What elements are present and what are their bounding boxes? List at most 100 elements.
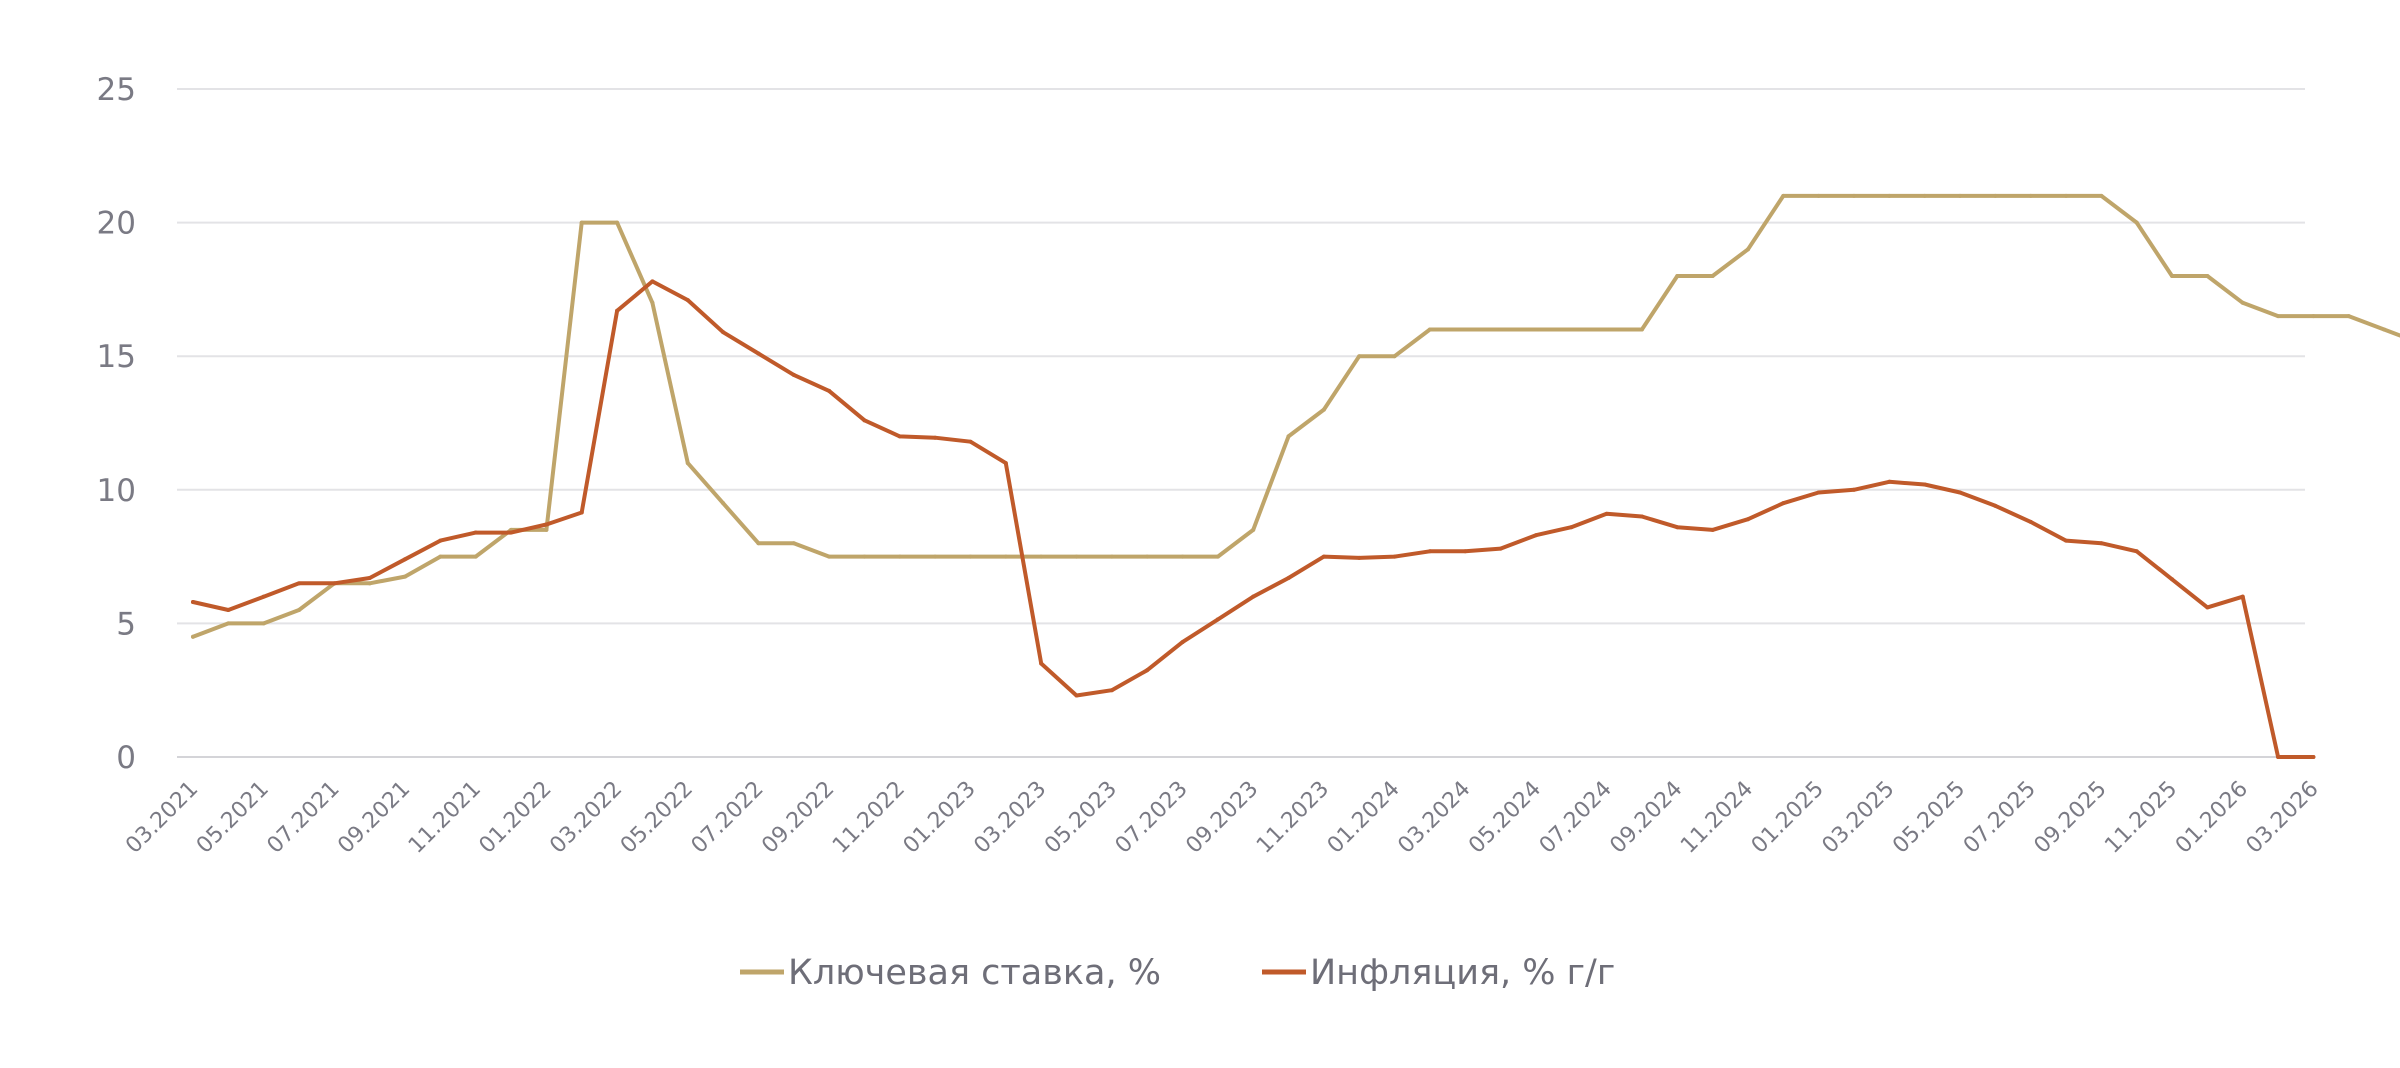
data-point <box>1357 555 1362 560</box>
data-point <box>2099 541 2104 546</box>
data-point <box>1321 407 1326 412</box>
x-tick-label: 01.2022 <box>475 777 557 859</box>
data-point <box>403 557 408 562</box>
data-point <box>1816 193 1821 198</box>
data-point <box>2170 274 2175 279</box>
data-point <box>191 634 195 639</box>
data-point <box>297 581 302 586</box>
x-tick-label: 09.2023 <box>1181 777 1263 859</box>
x-tick-label: 01.2026 <box>2171 777 2253 859</box>
data-point <box>650 279 655 284</box>
data-point <box>721 501 726 506</box>
data-point <box>1922 482 1927 487</box>
data-point <box>933 554 938 559</box>
data-point <box>2134 220 2139 225</box>
data-point <box>1639 327 1644 332</box>
data-point <box>1392 554 1397 559</box>
data-point <box>2134 549 2139 554</box>
data-point <box>2382 327 2387 332</box>
x-tick-label: 01.2024 <box>1323 777 1405 859</box>
x-tick-label: 05.2025 <box>1888 777 1970 859</box>
data-point <box>2205 605 2210 610</box>
x-tick-label: 05.2022 <box>616 777 698 859</box>
data-point <box>615 220 620 225</box>
data-point <box>827 554 832 559</box>
x-tick-label: 01.2023 <box>899 777 981 859</box>
data-point <box>438 538 443 543</box>
series-points-1 <box>191 193 2387 639</box>
data-point <box>1745 517 1750 522</box>
data-point <box>2028 193 2033 198</box>
y-axis-ticks: 0 5 10 15 20 25 <box>97 72 136 776</box>
data-point <box>2028 519 2033 524</box>
data-point <box>827 388 832 393</box>
legend: Ключевая ставка, % Инфляция, % г/г <box>740 953 1615 993</box>
data-point <box>1215 617 1220 622</box>
data-point <box>897 554 902 559</box>
x-tick-label: 03.2022 <box>545 777 627 859</box>
data-point <box>226 608 231 613</box>
data-point <box>1463 549 1468 554</box>
x-tick-label: 01.2025 <box>1747 777 1829 859</box>
data-point <box>1251 527 1256 532</box>
data-point <box>1675 274 1680 279</box>
series-lines <box>191 193 2400 759</box>
data-point <box>1074 693 1079 698</box>
data-point <box>403 574 408 579</box>
data-point <box>579 220 584 225</box>
data-point <box>650 300 655 305</box>
x-tick-label: 05.2024 <box>1464 777 1546 859</box>
data-point <box>1321 554 1326 559</box>
data-point <box>1251 594 1256 599</box>
data-point <box>1109 554 1114 559</box>
x-tick-label: 11.2025 <box>2100 777 2182 859</box>
data-point <box>1887 479 1892 484</box>
data-point <box>1109 688 1114 693</box>
data-point <box>2099 193 2104 198</box>
data-point <box>1392 354 1397 359</box>
data-point <box>473 554 478 559</box>
data-point <box>791 541 796 546</box>
series-line-2 <box>191 279 2316 759</box>
data-point <box>685 298 690 303</box>
data-point <box>1675 525 1680 530</box>
data-point <box>1145 554 1150 559</box>
y-tick-label: 5 <box>116 606 136 642</box>
data-point <box>1463 327 1468 332</box>
x-tick-label: 05.2023 <box>1040 777 1122 859</box>
data-point <box>1958 193 1962 198</box>
grid-lines <box>177 88 2305 758</box>
data-point <box>1145 668 1150 673</box>
data-point <box>332 581 337 586</box>
x-tick-label: 07.2023 <box>1111 777 1193 859</box>
data-point <box>297 608 302 613</box>
data-point <box>509 530 514 535</box>
data-point <box>367 581 372 586</box>
data-point <box>544 522 549 527</box>
data-point <box>2064 538 2069 543</box>
x-tick-label: 07.2024 <box>1535 777 1617 859</box>
data-point <box>968 439 973 444</box>
series-line-1 <box>191 193 2400 639</box>
data-point <box>756 541 761 546</box>
data-point <box>1180 640 1185 645</box>
data-point <box>1427 327 1432 332</box>
data-point <box>1710 274 1715 279</box>
x-tick-label: 11.2022 <box>828 777 910 859</box>
x-tick-label: 03.2021 <box>121 777 203 859</box>
data-point <box>685 461 690 466</box>
data-point <box>756 351 761 356</box>
x-tick-label: 03.2026 <box>2242 777 2324 859</box>
data-point <box>1533 327 1538 332</box>
data-point <box>2276 755 2281 759</box>
y-tick-label: 20 <box>97 206 136 242</box>
data-point <box>1922 193 1927 198</box>
data-point <box>1498 327 1503 332</box>
data-point <box>2276 314 2281 319</box>
x-tick-label: 07.2021 <box>263 777 345 859</box>
data-point <box>1851 487 1856 492</box>
x-tick-label: 03.2023 <box>969 777 1051 859</box>
data-point <box>1639 514 1644 519</box>
series-points-2 <box>191 279 2316 759</box>
data-point <box>2240 300 2245 305</box>
